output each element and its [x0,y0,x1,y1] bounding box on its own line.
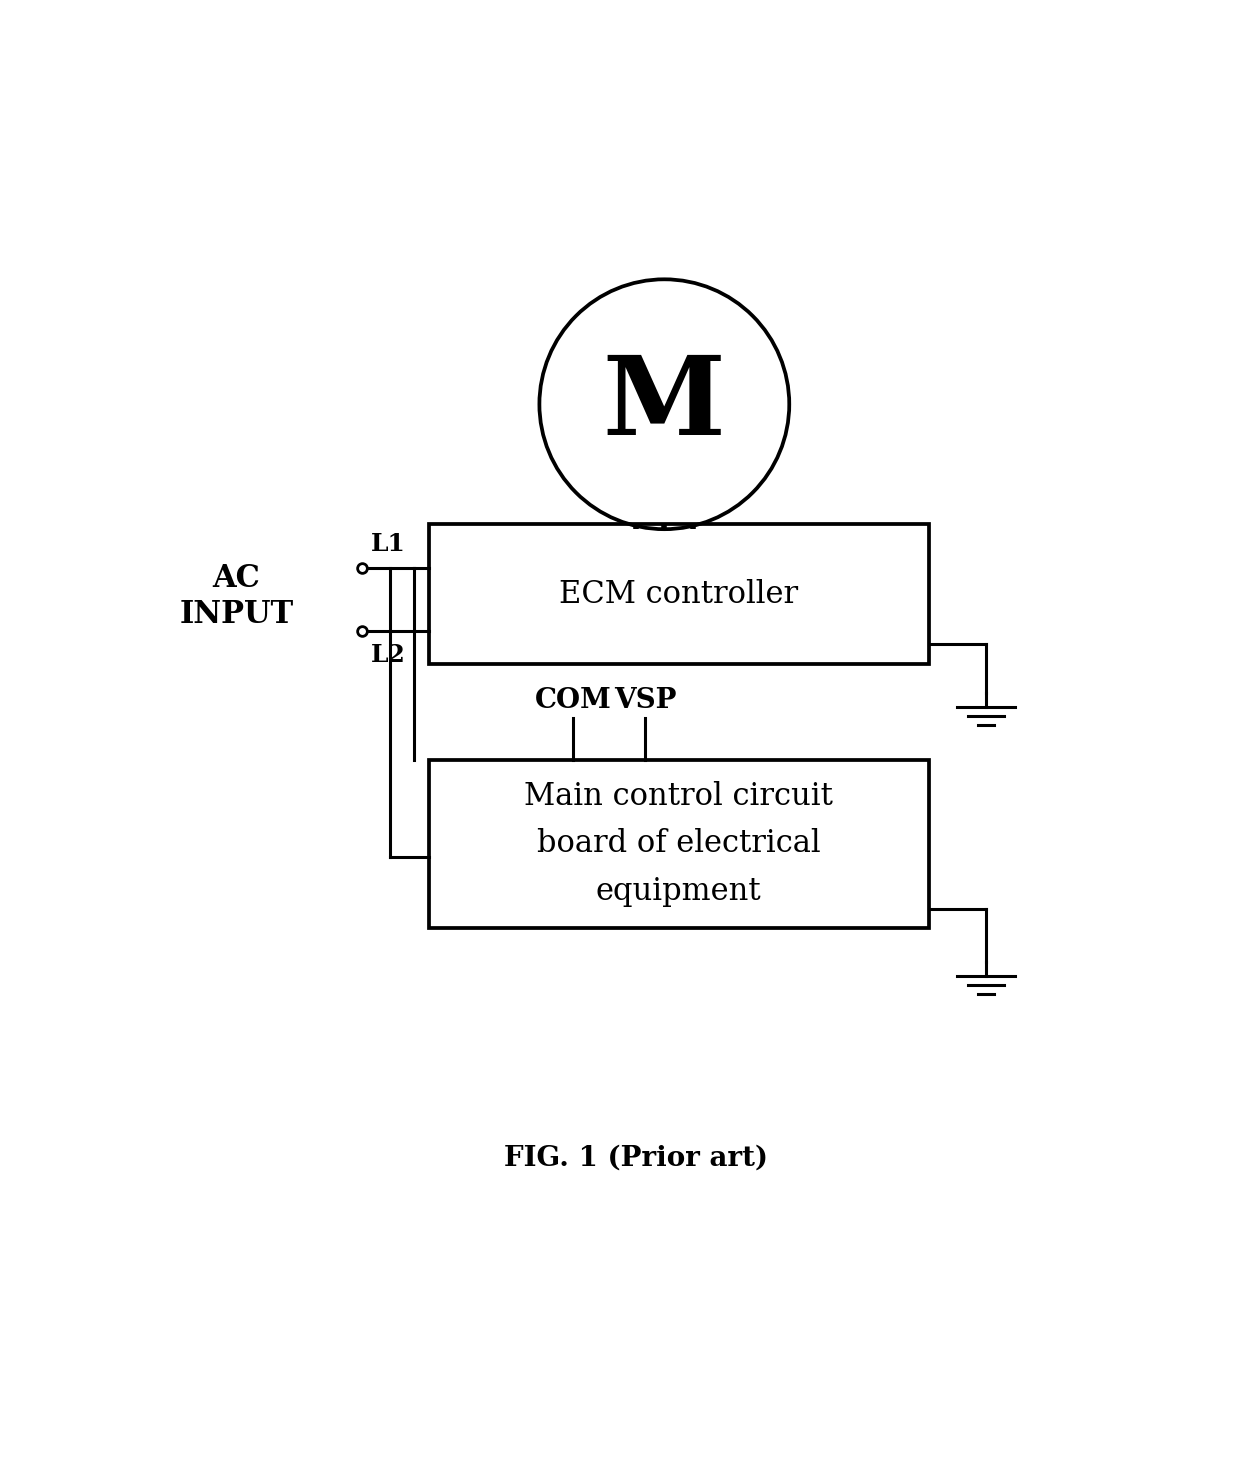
Text: Main control circuit
board of electrical
equipment: Main control circuit board of electrical… [525,781,833,908]
Text: AC
INPUT: AC INPUT [180,562,294,629]
Text: L2: L2 [371,643,407,666]
Text: L1: L1 [371,532,407,557]
Bar [429,759,929,928]
Text: FIG. 1 (Prior art): FIG. 1 (Prior art) [503,1145,768,1171]
Text: M: M [603,351,725,457]
Text: ECM controller: ECM controller [559,578,799,609]
Text: VSP: VSP [614,686,676,714]
Bar [429,525,929,664]
Text: COM: COM [534,686,611,714]
